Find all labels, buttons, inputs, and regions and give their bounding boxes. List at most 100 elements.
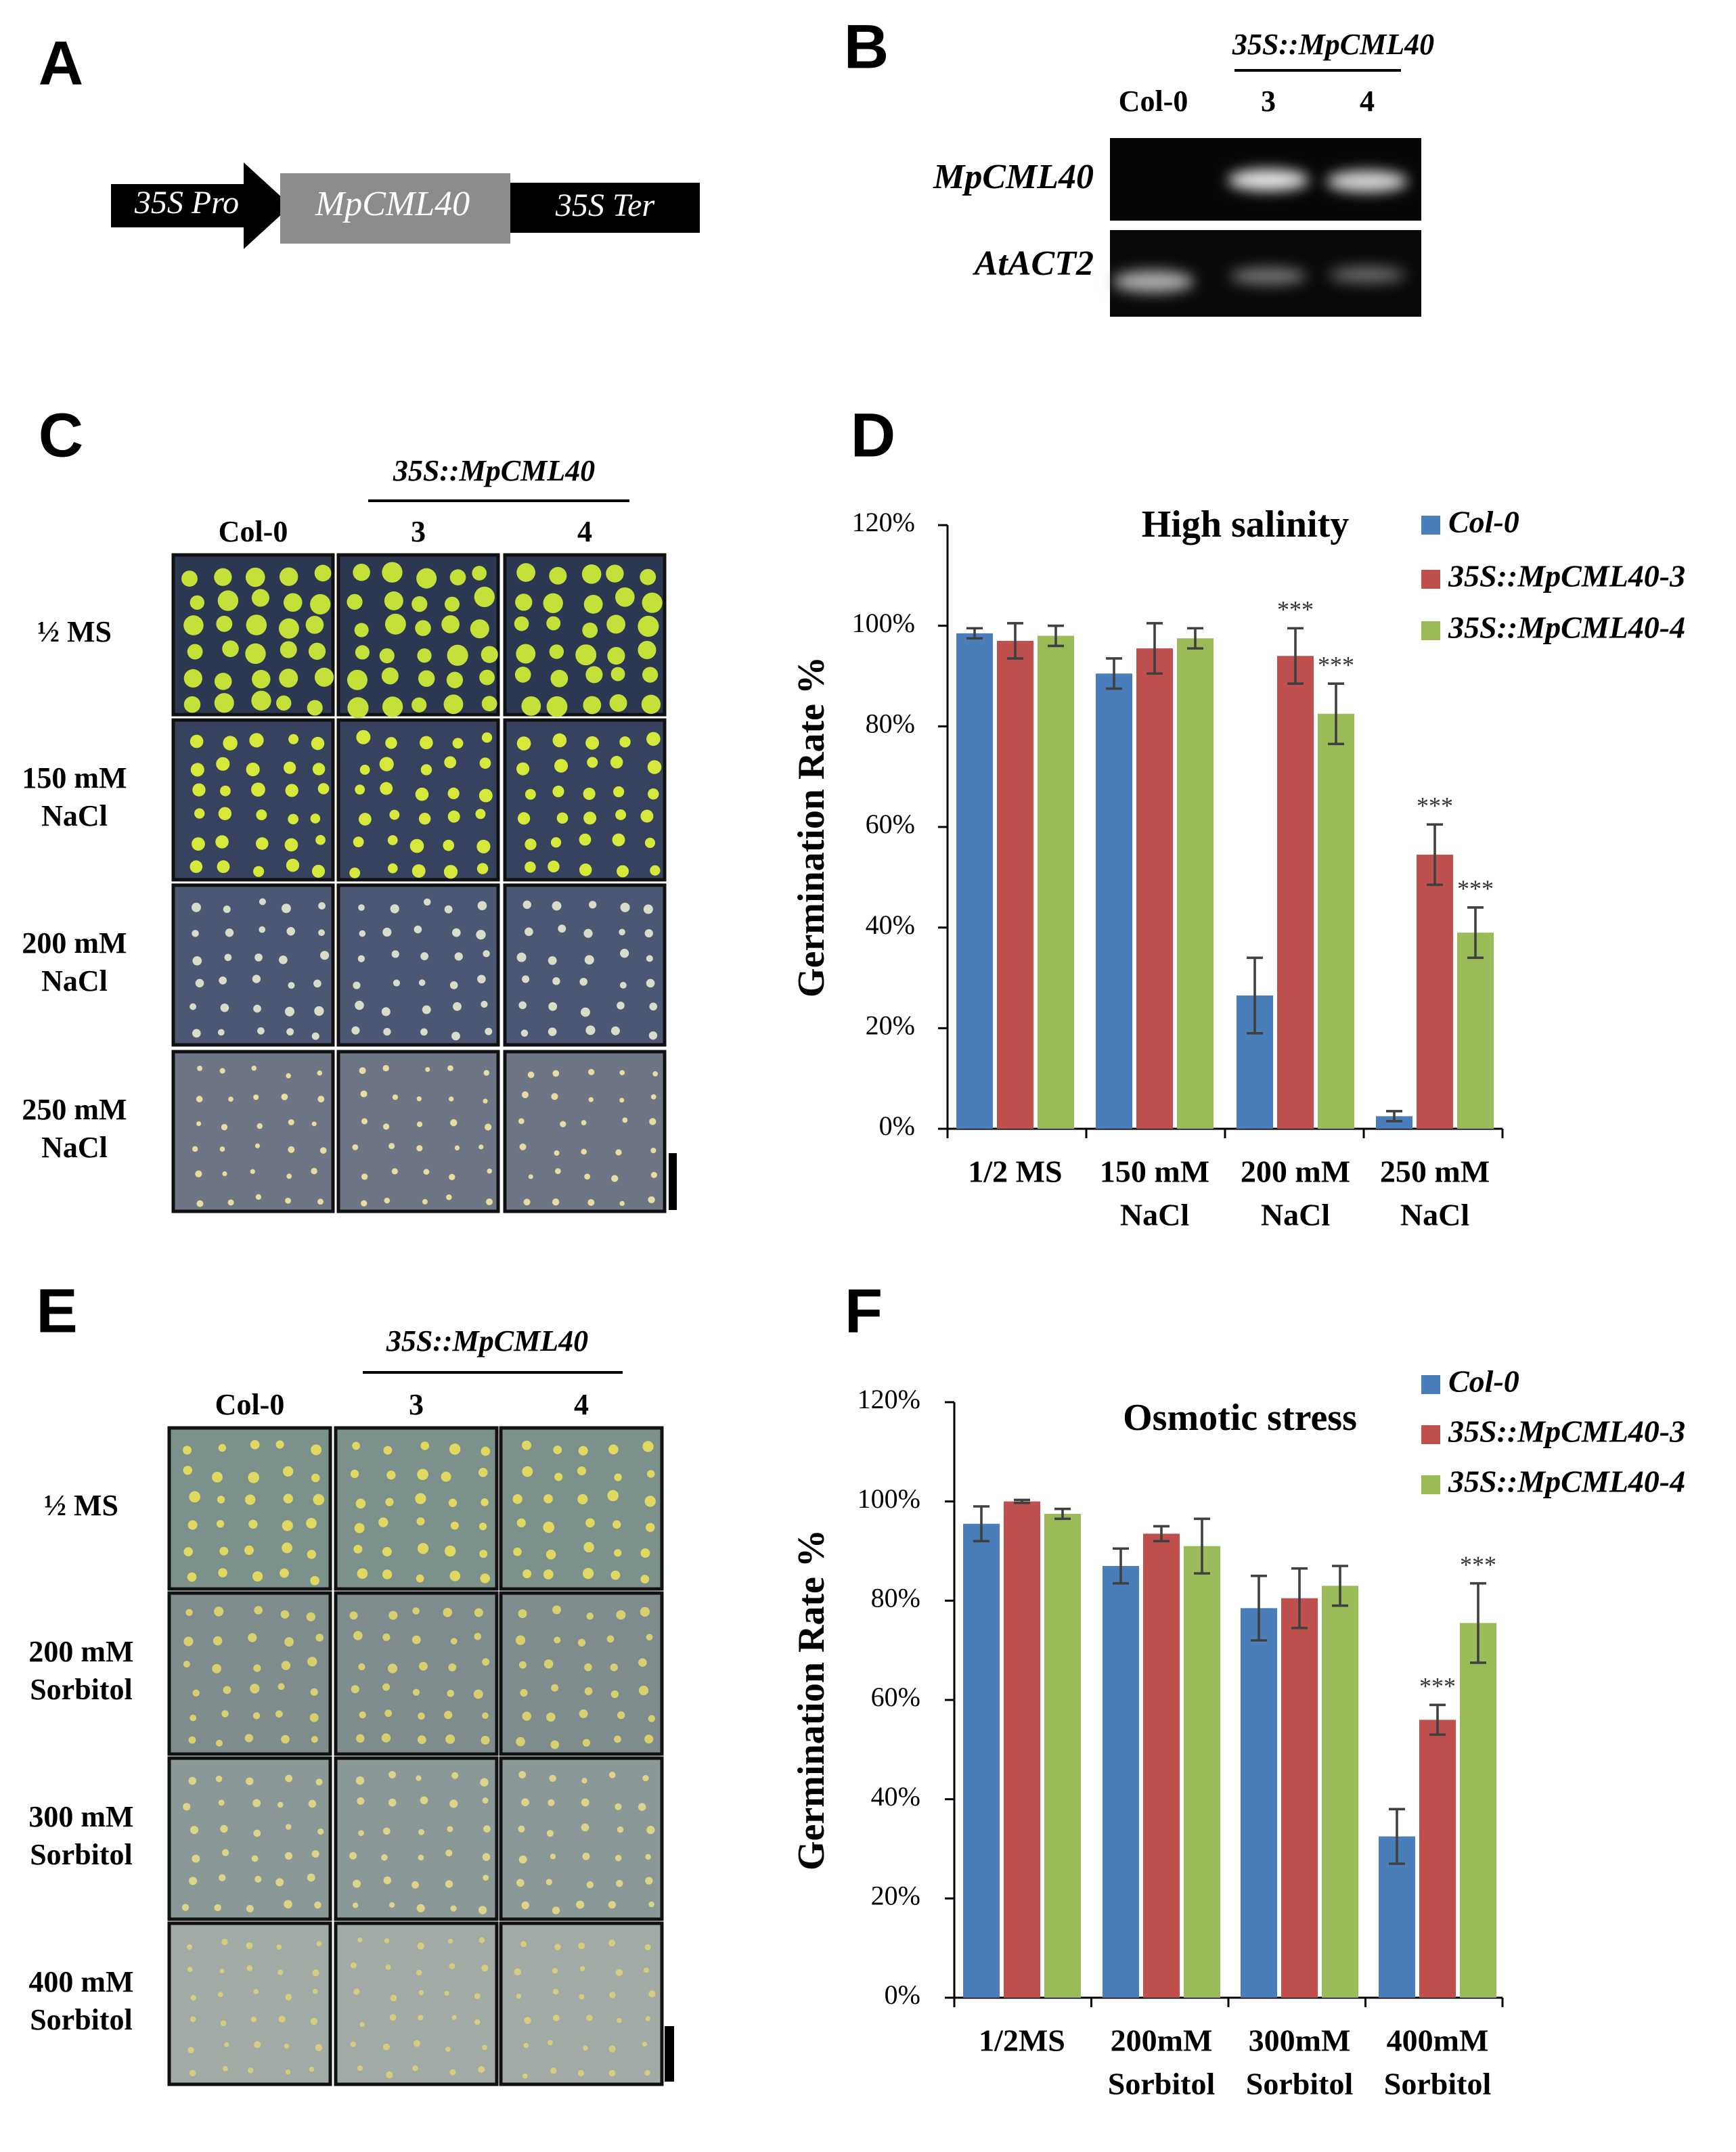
seedling [554, 1944, 561, 1950]
seedling [481, 646, 498, 663]
seedling [518, 1118, 525, 1125]
seedling [554, 1150, 560, 1156]
seedling [645, 1877, 653, 1885]
seedling [250, 1684, 260, 1694]
seedling [222, 640, 239, 657]
seedling [286, 1028, 294, 1036]
seedling [385, 737, 397, 749]
seedling [306, 1517, 317, 1529]
seedling [441, 615, 460, 633]
seedling [417, 648, 432, 663]
seedling [644, 1944, 651, 1950]
seedling [642, 1774, 649, 1782]
seedling [552, 977, 560, 985]
seedling [212, 1663, 221, 1674]
seedling [383, 1876, 392, 1885]
gene-label: MpCML40 [315, 185, 470, 223]
seedling [382, 562, 403, 583]
seedling [357, 955, 365, 962]
seedling [358, 904, 365, 911]
seedling [192, 1146, 198, 1152]
bar [963, 1523, 1000, 1998]
row-label: 300 mM [28, 1800, 133, 1833]
seedling [311, 1444, 321, 1456]
seedling [581, 1778, 587, 1784]
error-bar [1007, 622, 1023, 660]
legend-label: Col-0 [1448, 1364, 1519, 1399]
seedling [285, 1197, 291, 1204]
row-label: NaCl [41, 1131, 108, 1164]
seedling [483, 1825, 491, 1833]
seedling [475, 809, 486, 820]
seedling [276, 1944, 282, 1950]
seedling [183, 1661, 190, 1668]
seedling [644, 928, 653, 938]
seedling [481, 732, 493, 743]
seedling [619, 1201, 625, 1207]
seedling [214, 693, 234, 713]
seedling [615, 1149, 622, 1156]
seedling [549, 566, 567, 585]
seedling [610, 1690, 619, 1699]
significance-label: *** [1417, 792, 1453, 820]
seedling [382, 2043, 390, 2050]
seedling [253, 1989, 259, 1994]
error-bar [966, 627, 983, 640]
seedling [216, 1520, 225, 1528]
seedling [256, 809, 267, 821]
seedling [308, 1799, 317, 1808]
error-bar [1389, 1808, 1405, 1865]
seedling [447, 1826, 453, 1833]
seedling [223, 736, 238, 750]
y-axis-label: Germination Rate % [791, 656, 832, 997]
legend-swatch [1421, 1375, 1440, 1394]
seedling [311, 864, 326, 878]
seedling [554, 1636, 561, 1644]
seedling [579, 1709, 588, 1718]
seedling [477, 901, 487, 911]
seedling [357, 2065, 363, 2071]
seedling [359, 813, 372, 826]
seedling [527, 1071, 535, 1079]
seedling [418, 670, 435, 687]
x-tick-label: 200 mM [1241, 1155, 1350, 1189]
seedling [447, 810, 460, 823]
seedling [650, 1147, 656, 1154]
seedling [188, 1776, 197, 1785]
bar [1417, 854, 1453, 1129]
seedling [470, 619, 489, 639]
seedling [480, 1573, 490, 1584]
seedling [244, 1545, 254, 1555]
seedling [318, 929, 325, 937]
seedling [217, 1496, 225, 1504]
seedling [281, 1734, 290, 1744]
seedling [192, 1689, 200, 1697]
error-bar [1194, 1517, 1210, 1575]
seedling [245, 567, 265, 587]
seedling [317, 1198, 324, 1205]
legend-swatch [1421, 516, 1440, 535]
seedling [317, 1070, 322, 1076]
seedling [552, 733, 567, 748]
seedling [215, 1775, 223, 1783]
seedling [478, 1522, 487, 1531]
seedling [307, 1550, 317, 1559]
seedling [275, 1440, 284, 1449]
bar [1281, 1598, 1318, 1998]
seedling [192, 783, 206, 797]
gel-row-label: MpCML40 [933, 158, 1094, 196]
seedling [257, 1027, 265, 1035]
seedling [476, 929, 486, 940]
seedling [389, 2014, 397, 2021]
seedling [218, 1799, 225, 1806]
seedling [353, 981, 361, 989]
seedling [585, 1025, 596, 1035]
seedling [640, 568, 656, 585]
seedling [353, 836, 364, 848]
seedling [425, 1067, 430, 1072]
seedling [516, 1736, 525, 1747]
seedling [423, 1169, 430, 1175]
seedling [552, 1198, 560, 1206]
seedling [352, 1441, 361, 1450]
